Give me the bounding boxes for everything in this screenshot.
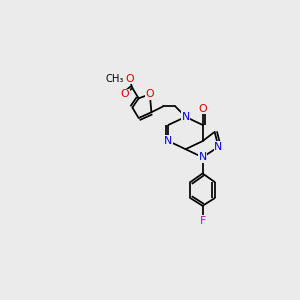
Text: N: N (199, 152, 207, 162)
Text: N: N (182, 112, 190, 122)
Text: N: N (164, 136, 172, 146)
Text: N: N (214, 142, 223, 152)
Text: O: O (121, 89, 129, 99)
Text: F: F (200, 216, 206, 226)
Text: O: O (146, 89, 154, 99)
Text: O: O (198, 104, 207, 114)
Text: O: O (125, 74, 134, 84)
Text: CH₃: CH₃ (105, 74, 123, 84)
